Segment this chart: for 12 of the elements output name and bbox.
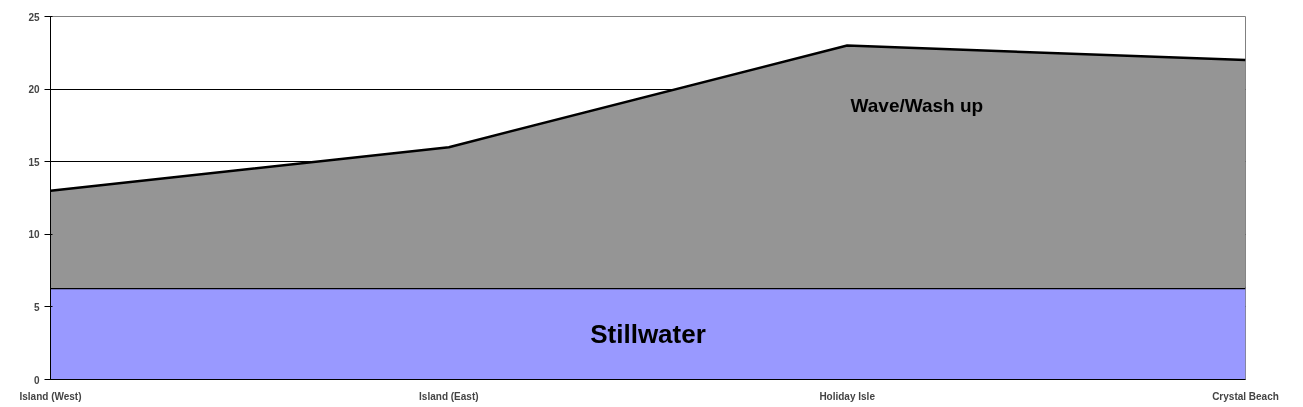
x-tick-label: Holiday Isle [819, 390, 876, 402]
y-tick-label: 0 [33, 374, 40, 386]
y-tick-label: 15 [28, 156, 40, 168]
x-tick-label: Island (West) [19, 390, 82, 402]
series-label: Stillwater [590, 318, 706, 349]
x-tick-label: Island (East) [419, 390, 479, 402]
y-tick-label: 20 [28, 84, 40, 96]
x-tick-label: Crystal Beach [1212, 390, 1279, 402]
y-tick-label: 5 [33, 301, 40, 313]
series-label: Wave/Wash up [850, 95, 984, 117]
y-tick-label: 10 [28, 229, 40, 241]
y-tick-label: 25 [28, 11, 40, 23]
